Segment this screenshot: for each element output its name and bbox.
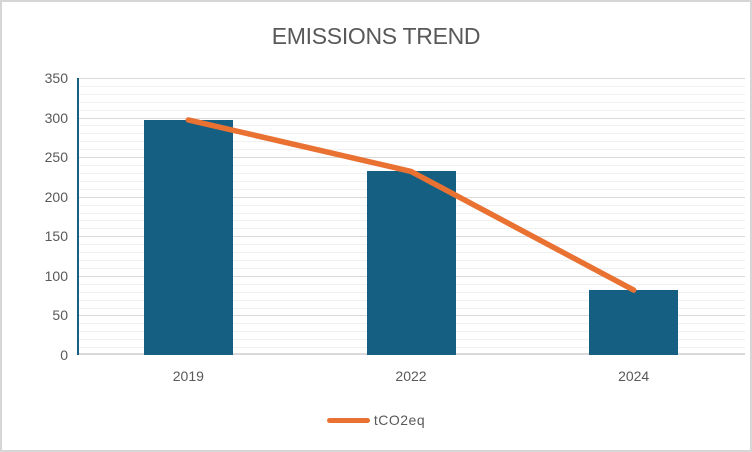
y-axis-label-150: 150 xyxy=(44,228,68,245)
gridline-minor-270 xyxy=(79,141,745,143)
gridline-minor-340 xyxy=(79,85,745,87)
x-axis-label-2019: 2019 xyxy=(172,368,204,384)
x-axis-label-2024: 2024 xyxy=(618,368,650,384)
gridline-major-250 xyxy=(79,157,745,159)
chart-title[interactable]: EMISSIONS TREND xyxy=(271,23,481,49)
legend-label: tCO2eq xyxy=(373,412,426,428)
legend-line-marker xyxy=(326,417,370,423)
gridline-major-300 xyxy=(79,117,745,119)
gridline-minor-310 xyxy=(79,109,745,111)
bar-2024[interactable] xyxy=(589,290,679,355)
bar-2022[interactable] xyxy=(366,171,456,355)
legend[interactable]: tCO2eq xyxy=(2,411,750,429)
trend-line-layer xyxy=(185,117,637,293)
gridline-minor-290 xyxy=(79,125,745,127)
y-axis-label-0: 0 xyxy=(60,347,68,363)
gridline-minor-240 xyxy=(79,165,745,167)
gridline-minor-320 xyxy=(79,101,745,103)
y-axis-label-300: 300 xyxy=(44,109,68,126)
y-axis-label-50: 50 xyxy=(52,307,68,324)
gridline-minor-280 xyxy=(79,133,745,135)
gridline-minor-260 xyxy=(79,149,745,151)
y-axis-label-200: 200 xyxy=(44,188,68,205)
y-axis-label-100: 100 xyxy=(44,267,68,284)
x-axis-label-2022: 2022 xyxy=(395,368,427,384)
y-axis-label-250: 250 xyxy=(44,149,68,166)
gridline-major-350 xyxy=(79,78,745,79)
plot-area[interactable] xyxy=(77,78,745,355)
y-axis-label-350: 350 xyxy=(44,70,68,86)
bar-2019[interactable] xyxy=(143,119,233,355)
y-axis-line xyxy=(77,78,79,355)
gridline-minor-330 xyxy=(79,93,745,95)
trend-line[interactable] xyxy=(185,117,637,293)
